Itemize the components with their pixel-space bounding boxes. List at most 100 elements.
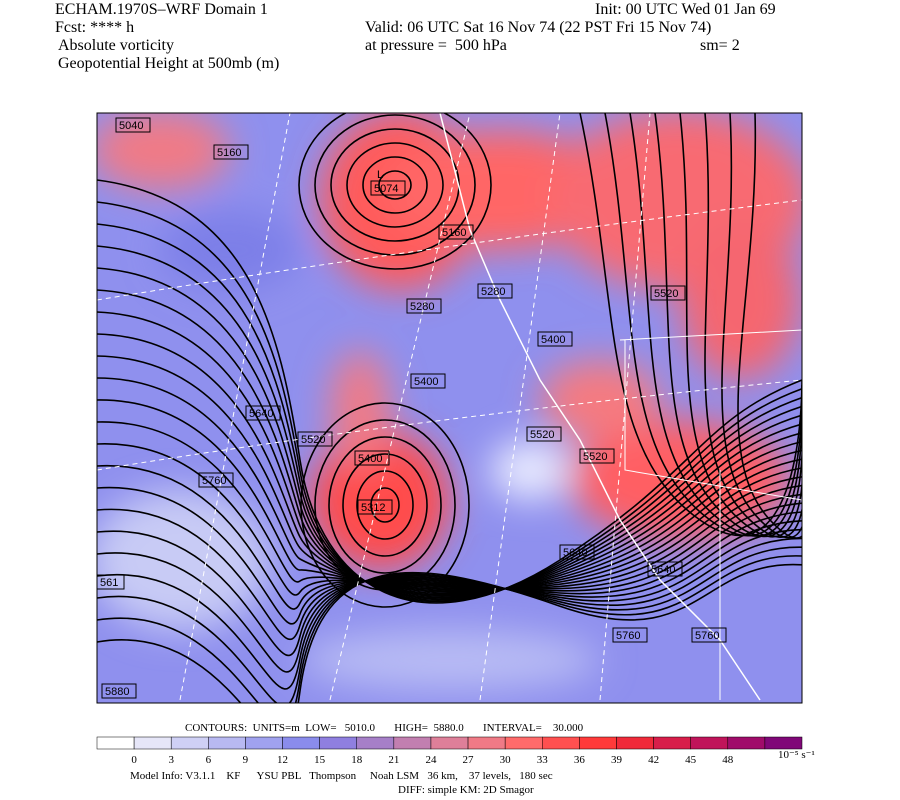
- colorbar-tick-label: 45: [685, 754, 697, 766]
- map-area: [97, 113, 802, 703]
- contour-label: 5312: [361, 502, 385, 514]
- contour-label: 5760: [202, 475, 226, 487]
- colorbar-swatch: [727, 736, 766, 750]
- header-right-line: sm= 2: [700, 37, 740, 54]
- colorbar-tick-label: 36: [574, 754, 586, 766]
- contour-label-box: [115, 117, 151, 133]
- header-left-line: ECHAM.1970S–WRF Domain 1: [55, 1, 268, 18]
- contour: [328, 436, 442, 574]
- coastline: [439, 113, 761, 701]
- contour: [629, 113, 802, 537]
- contour-label: L: [377, 169, 383, 181]
- colorbar-swatch: [319, 736, 357, 750]
- contour-label: 5640: [249, 408, 273, 420]
- contour: [342, 453, 428, 557]
- contour-label: 5400: [358, 453, 382, 465]
- contour-label-box: [406, 298, 442, 314]
- contour: [579, 113, 802, 537]
- header-left-line: Geopotential Height at 500mb (m): [58, 55, 279, 72]
- contour-labels: 5040 5160 L 5074 5160 5280 5280 5400 5520 5400 564…: [96, 117, 727, 699]
- colorbar-swatch: [764, 736, 803, 750]
- colorbar-tick-label: 0: [131, 754, 137, 766]
- contour-label: 5160: [442, 227, 466, 239]
- contour-label: 5640: [563, 547, 587, 559]
- colorbar-swatch: [245, 736, 283, 750]
- contour-label: 5280: [410, 301, 434, 313]
- header-right-line: Valid: 06 UTC Sat 16 Nov 74 (22 PST Fri …: [365, 19, 711, 36]
- colorbar-swatch: [356, 736, 395, 750]
- colorbar-tick-label: 15: [314, 754, 326, 766]
- contour-label-box: [357, 499, 393, 515]
- contour-label: 5520: [654, 288, 678, 300]
- contour-label-box: [537, 331, 573, 347]
- colorbar-swatch: [133, 736, 172, 750]
- contour-label: 5280: [481, 286, 505, 298]
- contour-label: 5520: [301, 434, 325, 446]
- contour: [721, 113, 802, 539]
- contour-label-box: [370, 180, 406, 196]
- contour-label-box: [213, 144, 249, 160]
- state-borders: [619, 329, 802, 700]
- colorbar-tick-label: 12: [277, 754, 288, 766]
- colorbar-tick-label: 21: [388, 754, 399, 766]
- contour-label-box: [198, 472, 234, 488]
- contour-label: 5760: [695, 630, 719, 642]
- contour-label-box: [354, 450, 390, 466]
- colorbar-swatch: [579, 736, 617, 750]
- contour-label: 5400: [414, 376, 438, 388]
- contour: [298, 113, 492, 270]
- footer-line: Model Info: V3.1.1 KF YSU PBL Thompson N…: [130, 770, 553, 782]
- contour: [346, 142, 444, 228]
- header-left-line: Absolute vorticity: [58, 37, 174, 54]
- contour-label-box: [438, 224, 474, 240]
- colorbar-tick-label: 6: [206, 754, 212, 766]
- contour: [370, 487, 400, 523]
- contour-label: 5640: [651, 564, 675, 576]
- colorbar-tick-label: 39: [611, 754, 623, 766]
- colorbar-swatch: [653, 736, 691, 750]
- colorbar-swatch: [690, 736, 729, 750]
- contour: [604, 113, 802, 537]
- contour-label: 561: [100, 577, 118, 589]
- contour-label-box: [579, 448, 615, 464]
- colorbar-tick-label: 30: [500, 754, 512, 766]
- header-right-line: at pressure = 500 hPa: [365, 37, 507, 54]
- contour-label: 5074: [374, 183, 398, 195]
- colorbar-swatch: [96, 736, 135, 750]
- contour-label-box: [101, 683, 137, 699]
- colorbar-swatch: [170, 736, 209, 750]
- contour-label-box: [650, 285, 686, 301]
- contour-label-box: [410, 373, 446, 389]
- header-right-line: Init: 00 UTC Wed 01 Jan 69: [595, 1, 776, 18]
- contour: [679, 113, 802, 538]
- contour: [314, 114, 476, 256]
- colorbar-swatch: [616, 736, 654, 750]
- contour-label-box: [96, 574, 125, 590]
- colorbar-tick-label: 9: [243, 754, 249, 766]
- footer-line: DIFF: simple KM: 2D Smagor: [398, 784, 534, 796]
- contour-label-box: [612, 627, 648, 643]
- colorbar-swatch: [430, 736, 469, 750]
- contour-label: 5880: [105, 686, 129, 698]
- contour: [300, 402, 470, 608]
- colorbar-swatch: [504, 736, 543, 750]
- contour-label: 5760: [616, 630, 640, 642]
- map-frame: [96, 112, 803, 704]
- contour-label-box: [297, 431, 333, 447]
- colorbar-tick-label: 33: [537, 754, 549, 766]
- colorbar-tick-label: 27: [463, 754, 475, 766]
- contour-label-box: [691, 627, 727, 643]
- colorbar-tick-label: 3: [168, 754, 174, 766]
- colorbar-tick-label: 48: [722, 754, 734, 766]
- colorbar-swatch: [393, 736, 432, 750]
- contour: [314, 419, 456, 591]
- contour-lines: [97, 113, 802, 703]
- colorbar-tick-label: 18: [351, 754, 363, 766]
- contour: [362, 156, 428, 214]
- header-left-line: Fcst: **** h: [55, 19, 134, 36]
- contour-label-box: [477, 283, 513, 299]
- contour-label: 5520: [583, 451, 607, 463]
- contour: [704, 113, 802, 538]
- contour: [378, 170, 412, 200]
